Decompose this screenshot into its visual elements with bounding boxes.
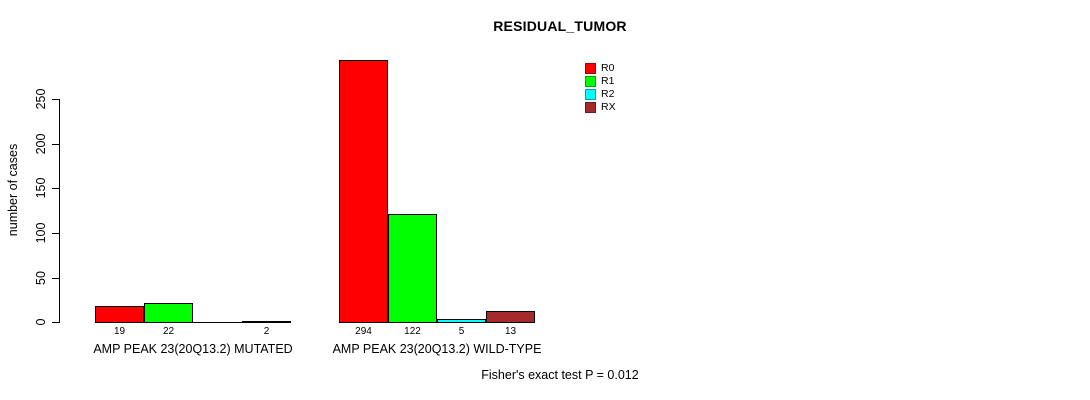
- y-axis-title: number of cases: [6, 143, 20, 237]
- legend-swatch-icon: [585, 76, 596, 87]
- legend-label: R1: [601, 75, 615, 87]
- y-tick-label: 200: [34, 133, 48, 155]
- y-tick-line: [52, 144, 59, 145]
- bar-r1-group1: [144, 303, 193, 323]
- fisher-test-annotation: Fisher's exact test P = 0.012: [481, 368, 639, 382]
- bar-r2-group1: [193, 322, 242, 323]
- bar-value-label: 294: [355, 326, 372, 337]
- y-tick-line: [52, 278, 59, 279]
- bar-value-label: 19: [113, 326, 126, 337]
- y-tick-label: 0: [34, 318, 48, 326]
- y-tick-label: 150: [34, 177, 48, 199]
- bar-r1-group2: [388, 214, 437, 323]
- y-tick-line: [52, 99, 59, 100]
- bar-r0-group1: [95, 306, 144, 323]
- bar-r0-group2: [339, 60, 388, 323]
- y-tick-line: [52, 188, 59, 189]
- y-axis-line: [59, 99, 60, 323]
- legend-item-r1: R1: [585, 76, 616, 87]
- legend-swatch-icon: [585, 63, 596, 74]
- legend-swatch-icon: [585, 102, 596, 113]
- bar-value-label: 5: [458, 326, 465, 337]
- y-tick-line: [52, 322, 59, 323]
- legend-item-rx: RX: [585, 102, 616, 113]
- bar-r2-group2: [437, 319, 486, 323]
- legend: R0 R1 R2 RX: [585, 63, 616, 115]
- chart-title: RESIDUAL_TUMOR: [493, 18, 627, 34]
- legend-label: R2: [601, 88, 615, 100]
- legend-item-r2: R2: [585, 89, 616, 100]
- y-tick-label: 250: [34, 88, 48, 110]
- bar-rx-group2: [486, 311, 535, 323]
- legend-label: RX: [601, 101, 616, 113]
- y-tick-label: 100: [34, 222, 48, 244]
- bar-rx-group1: [242, 321, 291, 323]
- bar-value-label: 2: [263, 326, 270, 337]
- legend-swatch-icon: [585, 89, 596, 100]
- bar-value-label: 22: [162, 326, 175, 337]
- group-label-2: AMP PEAK 23(20Q13.2) WILD-TYPE: [332, 342, 542, 356]
- y-tick-line: [52, 233, 59, 234]
- y-tick-label: 50: [34, 271, 48, 285]
- bar-value-label: 122: [404, 326, 421, 337]
- group-label-1: AMP PEAK 23(20Q13.2) MUTATED: [93, 342, 293, 356]
- legend-label: R0: [601, 62, 615, 74]
- legend-item-r0: R0: [585, 63, 616, 74]
- bar-value-label: 13: [504, 326, 517, 337]
